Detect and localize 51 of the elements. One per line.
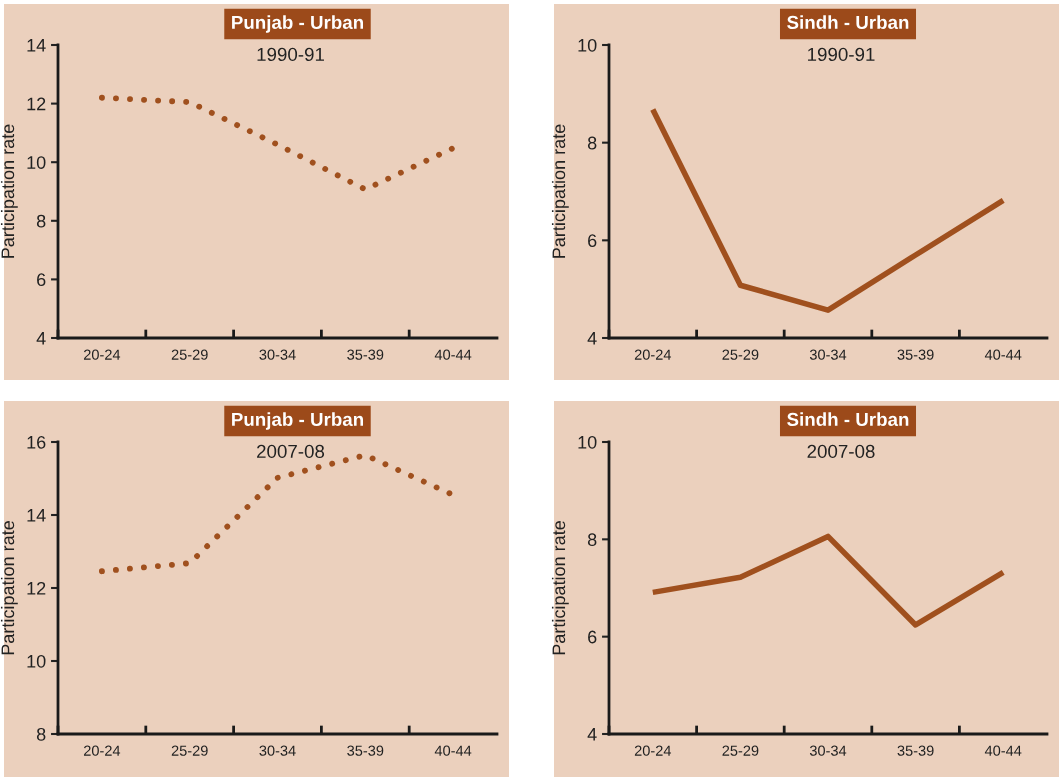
x-tick-label: 35-39 <box>897 745 934 756</box>
y-tick-label: 14 <box>27 509 46 522</box>
chart-title: Punjab - Urban <box>232 15 364 33</box>
chart-subtitle: 2007-08 <box>257 444 325 459</box>
x-tick-label: 20-24 <box>83 349 121 360</box>
x-tick-label: 40-44 <box>434 745 472 756</box>
x-tick-label: 20-24 <box>634 745 672 756</box>
y-tick-label: 12 <box>27 97 46 111</box>
chart-subtitle: 1990-91 <box>808 47 875 62</box>
chart-title: Sindh - Urban <box>787 15 909 30</box>
x-tick-label: 40-44 <box>984 349 1022 360</box>
x-tick-label: 25-29 <box>171 349 208 360</box>
y-tick-label: 14 <box>27 39 46 52</box>
y-axis-title: Participation rate <box>0 521 18 655</box>
y-tick-label: 12 <box>27 581 46 595</box>
chart-title: Punjab - Urban <box>232 412 364 430</box>
x-tick-label: 40-44 <box>984 745 1022 756</box>
y-tick-label: 16 <box>27 435 46 449</box>
y-tick-label: 8 <box>36 214 46 228</box>
chart-title: Sindh - Urban <box>787 412 909 427</box>
x-tick-label: 40-44 <box>434 349 472 360</box>
y-tick-label: 6 <box>37 273 46 287</box>
x-tick-label: 35-39 <box>897 349 934 360</box>
x-tick-label: 20-24 <box>634 349 672 360</box>
y-tick-label: 8 <box>587 136 597 150</box>
x-tick-label: 30-34 <box>259 745 296 756</box>
y-tick-label: 4 <box>587 332 597 345</box>
x-tick-label: 20-24 <box>83 745 121 756</box>
y-tick-label: 10 <box>578 435 597 449</box>
x-tick-label: 35-39 <box>347 349 384 360</box>
y-tick-label: 4 <box>587 728 597 741</box>
y-axis-title: Participation rate <box>0 124 18 258</box>
chart-subtitle: 2007-08 <box>807 444 875 459</box>
y-tick-label: 10 <box>27 654 46 668</box>
x-tick-label: 30-34 <box>259 349 296 360</box>
x-tick-label: 25-29 <box>722 745 759 756</box>
y-tick-label: 6 <box>588 630 597 644</box>
x-tick-label: 25-29 <box>171 745 208 756</box>
y-tick-label: 10 <box>27 156 46 169</box>
y-tick-label: 10 <box>578 38 597 52</box>
x-tick-label: 30-34 <box>809 349 847 360</box>
x-tick-label: 35-39 <box>347 745 384 756</box>
x-tick-label: 30-34 <box>809 745 847 756</box>
y-tick-label: 8 <box>36 727 46 741</box>
y-axis-title: Participation rate <box>551 124 569 258</box>
x-tick-label: 25-29 <box>722 349 759 360</box>
y-tick-label: 8 <box>587 533 597 547</box>
y-tick-label: 6 <box>588 234 597 248</box>
y-axis-title: Participation rate <box>551 521 569 655</box>
y-tick-label: 4 <box>36 332 46 345</box>
chart-subtitle: 1990-91 <box>257 47 324 62</box>
